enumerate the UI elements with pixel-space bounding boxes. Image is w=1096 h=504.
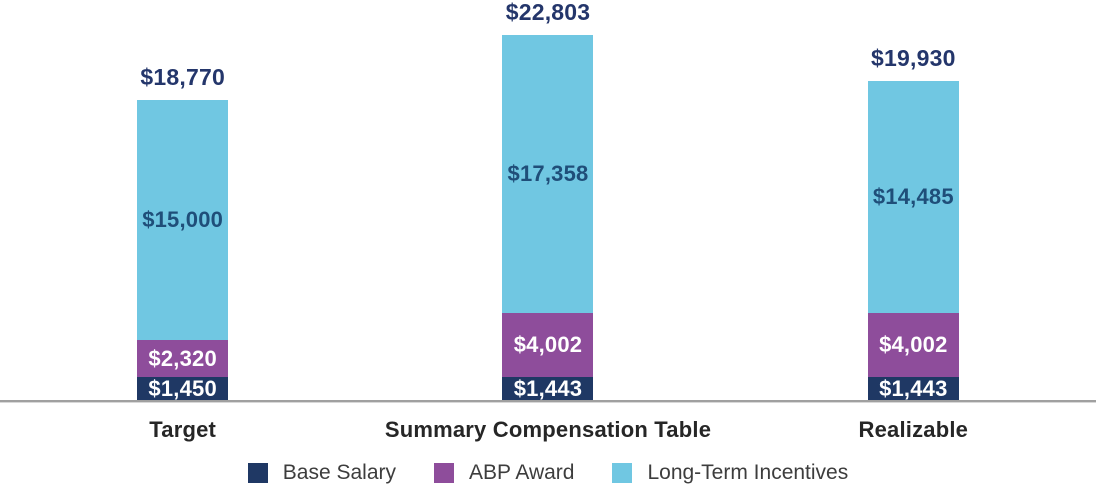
segment-abp-award: $4,002: [867, 313, 959, 377]
legend-label: ABP Award: [469, 461, 575, 484]
legend-swatch-long-term-incentives: [612, 463, 633, 483]
bar-group-realizable: $19,930 $14,485 $4,002 $1,443: [731, 0, 1096, 400]
legend-label: Base Salary: [282, 461, 396, 484]
segment-long-term-incentives: $14,485: [867, 81, 959, 313]
segment-base-salary: $1,443: [502, 375, 594, 401]
bar-summary-compensation-table: $17,358 $4,002 $1,443: [502, 35, 594, 401]
segment-value-label: $2,320: [148, 345, 217, 371]
bar-realizable: $14,485 $4,002 $1,443: [867, 81, 959, 401]
segment-value-label: $1,450: [148, 375, 217, 401]
legend-swatch-base-salary: [247, 463, 268, 483]
segment-value-label: $14,485: [872, 184, 954, 209]
segment-abp-award: $4,002: [502, 313, 594, 377]
legend: Base Salary ABP Award Long-Term Incentiv…: [0, 461, 1096, 485]
legend-item-abp-award: ABP Award: [434, 461, 574, 485]
segment-value-label: $17,358: [507, 161, 589, 186]
legend-item-base-salary: Base Salary: [247, 461, 396, 485]
segment-value-label: $4,002: [879, 332, 948, 357]
bar-target: $15,000 $2,320 $1,450: [137, 100, 229, 401]
bar-group-target: $18,770 $15,000 $2,320 $1,450: [0, 0, 365, 400]
plot-area: $18,770 $15,000 $2,320 $1,450 $22,803 $1…: [0, 0, 1096, 400]
x-axis-baseline: [0, 400, 1096, 403]
total-value-label: $22,803: [505, 0, 591, 25]
category-label-summary-compensation-table: Summary Compensation Table: [384, 417, 712, 442]
total-value-label: $18,770: [140, 64, 225, 90]
category-label-realizable: Realizable: [858, 417, 969, 442]
category-label-target: Target: [149, 417, 217, 442]
segment-value-label: $1,443: [513, 375, 583, 401]
segment-base-salary: $1,450: [137, 375, 229, 401]
total-value-label: $19,930: [871, 45, 956, 71]
legend-label: Long-Term Incentives: [647, 461, 849, 484]
bar-group-summary-compensation-table: $22,803 $17,358 $4,002 $1,443: [365, 0, 730, 400]
legend-item-long-term-incentives: Long-Term Incentives: [612, 461, 848, 485]
segment-value-label: $15,000: [142, 207, 224, 232]
segment-value-label: $1,443: [879, 375, 948, 401]
segment-long-term-incentives: $15,000: [137, 100, 229, 340]
segment-abp-award: $2,320: [137, 340, 229, 377]
segment-base-salary: $1,443: [867, 375, 959, 401]
segment-long-term-incentives: $17,358: [502, 35, 594, 313]
segment-value-label: $4,002: [513, 332, 583, 357]
category-axis-labels: Target Summary Compensation Table Realiz…: [0, 417, 1096, 443]
legend-swatch-abp-award: [434, 463, 454, 483]
